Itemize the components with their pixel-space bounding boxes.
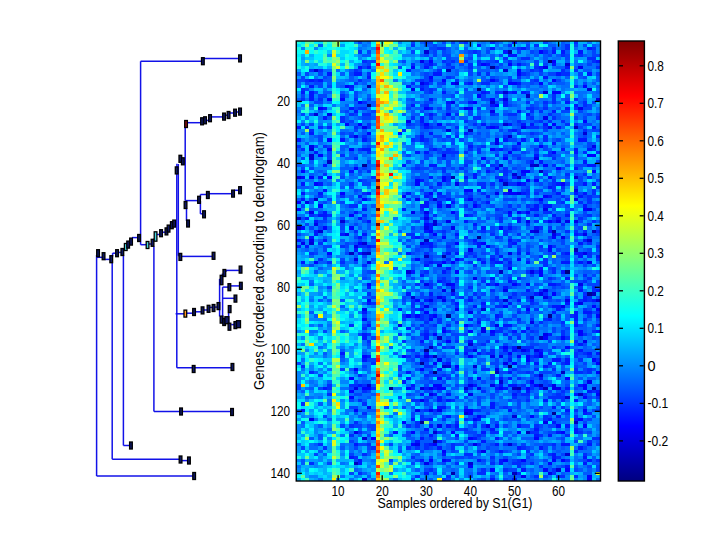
svg-text:0.8: 0.8 xyxy=(648,58,664,74)
svg-text:0.7: 0.7 xyxy=(648,95,664,111)
svg-text:60: 60 xyxy=(552,483,565,499)
svg-text:20: 20 xyxy=(277,93,290,109)
svg-text:0.4: 0.4 xyxy=(648,208,664,224)
svg-text:0.6: 0.6 xyxy=(648,133,664,149)
svg-text:-0.2: -0.2 xyxy=(648,433,669,449)
svg-text:0.1: 0.1 xyxy=(648,320,664,336)
svg-text:40: 40 xyxy=(277,155,290,171)
svg-text:0.5: 0.5 xyxy=(648,170,664,186)
svg-text:Genes (reordered according to: Genes (reordered according to dendrogram… xyxy=(251,132,267,390)
svg-text:0.3: 0.3 xyxy=(648,245,664,261)
svg-text:60: 60 xyxy=(277,217,290,233)
svg-text:0.2: 0.2 xyxy=(648,283,664,299)
svg-text:120: 120 xyxy=(270,403,290,419)
svg-text:100: 100 xyxy=(270,341,290,357)
svg-text:80: 80 xyxy=(277,279,290,295)
svg-text:-0.1: -0.1 xyxy=(648,395,669,411)
svg-text:Samples ordered by S1(G1): Samples ordered by S1(G1) xyxy=(378,495,533,511)
svg-text:10: 10 xyxy=(332,483,345,499)
svg-text:0: 0 xyxy=(648,358,656,374)
svg-text:140: 140 xyxy=(270,465,290,481)
